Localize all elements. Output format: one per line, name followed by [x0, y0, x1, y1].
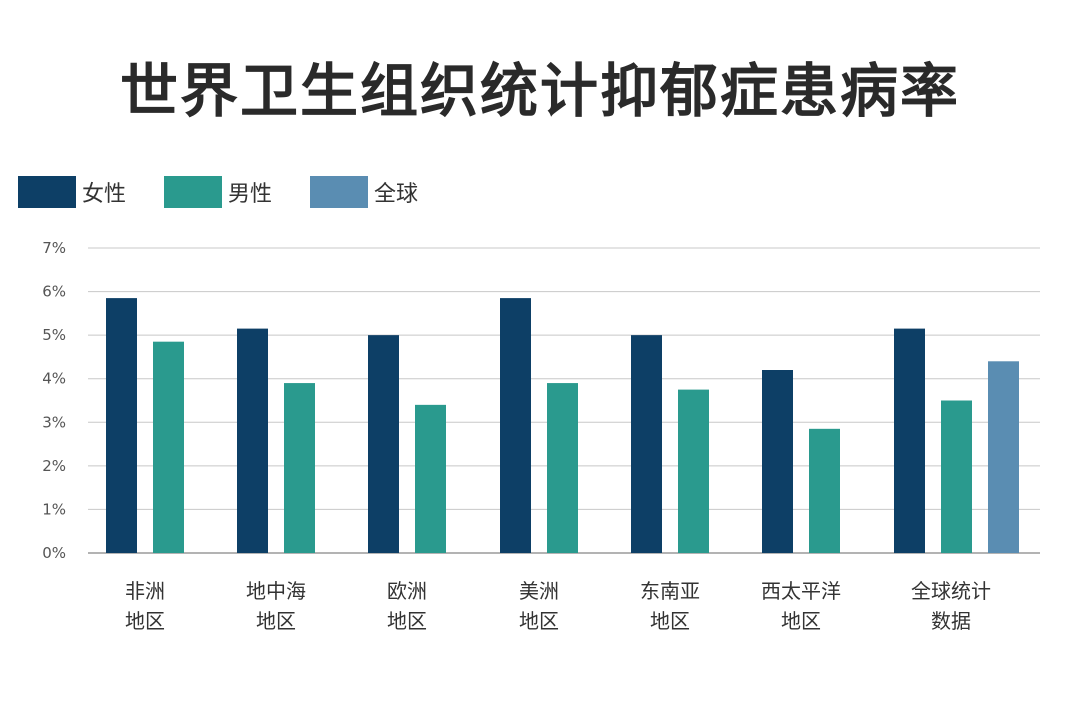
y-tick-label: 1% [42, 500, 66, 518]
bar-female [631, 335, 662, 553]
bar-female [237, 328, 268, 553]
x-category-label: 东南亚 [640, 579, 700, 603]
y-tick-label: 3% [42, 413, 66, 431]
bar-female [106, 298, 137, 553]
bar-male [153, 341, 184, 553]
x-category-label: 地区 [781, 609, 821, 633]
legend-item-global: 全球 [310, 176, 418, 208]
x-category-label: 全球统计 [911, 579, 991, 603]
x-category-label: 西太平洋 [761, 579, 841, 603]
bar-male [547, 383, 578, 553]
bar-male [284, 383, 315, 553]
bar-female [368, 335, 399, 553]
bar-male [415, 404, 446, 553]
legend-item-male: 男性 [164, 176, 272, 208]
x-category-label: 地中海 [246, 579, 306, 603]
legend-label-global: 全球 [374, 182, 419, 207]
y-tick-label: 2% [42, 457, 66, 475]
bar-global [988, 361, 1019, 553]
y-tick-label: 4% [42, 370, 66, 388]
bar-male [941, 400, 972, 553]
bar-female [500, 298, 531, 553]
legend-swatch-male [164, 176, 223, 208]
legend: 女性 男性 全球 [18, 176, 456, 208]
bar-female [762, 370, 793, 553]
x-category-label: 非洲 [125, 579, 165, 603]
y-tick-label: 5% [42, 326, 66, 344]
legend-label-female: 女性 [82, 182, 127, 207]
bar-male [678, 389, 709, 553]
y-tick-label: 7% [42, 239, 66, 257]
x-category-label: 地区 [650, 609, 690, 633]
x-category-label: 欧洲 [387, 579, 427, 603]
y-tick-label: 6% [42, 283, 66, 301]
x-category-label: 地区 [125, 609, 165, 633]
legend-item-female: 女性 [18, 176, 126, 208]
x-category-label: 地区 [387, 609, 427, 633]
y-tick-label: 0% [42, 544, 66, 562]
x-category-label: 数据 [931, 609, 971, 633]
x-category-label: 美洲 [519, 579, 559, 603]
bar-male [809, 428, 840, 553]
legend-label-male: 男性 [228, 182, 273, 207]
x-category-label: 地区 [519, 609, 559, 633]
bar-female [894, 328, 925, 553]
legend-swatch-female [18, 176, 76, 208]
x-category-label: 地区 [256, 609, 296, 633]
chart-title: 世界卫生组织统计抑郁症患病率 [119, 57, 960, 125]
legend-swatch-global [310, 176, 369, 208]
